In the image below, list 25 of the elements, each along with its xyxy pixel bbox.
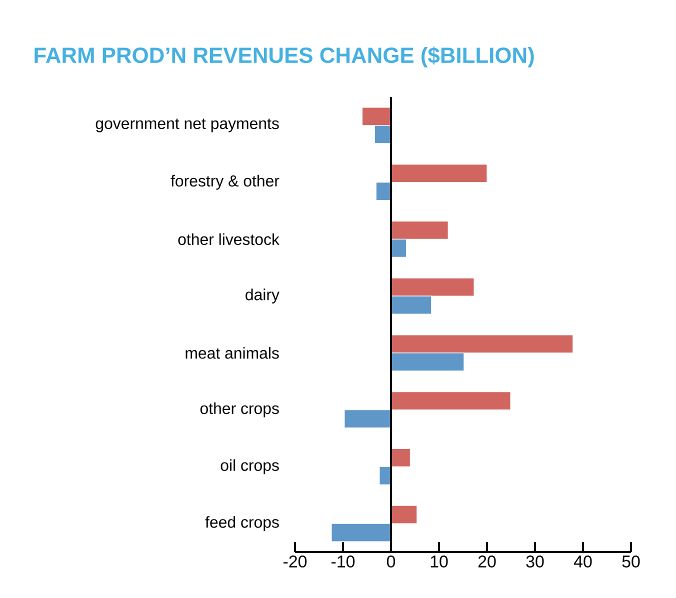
y-tick-label: other livestock: [178, 233, 280, 246]
x-tick-label: -20: [284, 556, 307, 568]
bar: [376, 182, 392, 201]
x-tick-label: 0: [386, 556, 396, 568]
x-tick-label: 30: [526, 556, 544, 568]
bar: [390, 164, 488, 183]
x-tick-label: 20: [478, 556, 496, 568]
bar: [344, 409, 392, 428]
y-tick-label: forestry & other: [170, 174, 280, 190]
y-tick-label: dairy: [246, 288, 280, 304]
x-tick-label: 10: [430, 556, 448, 568]
y-tick-label: government net payments: [96, 118, 279, 132]
bar: [390, 391, 511, 410]
y-tick-label: other crops: [200, 402, 279, 418]
y-tick-label: feed crops: [205, 516, 279, 531]
x-tick-label: -10: [332, 556, 355, 568]
y-tick-label: meat animals: [186, 347, 279, 359]
y-tick-label: oil crops: [220, 459, 279, 474]
x-tick-label: 40: [574, 556, 592, 568]
bar: [331, 523, 392, 542]
bar: [390, 505, 418, 524]
x-tick-label: 50: [622, 556, 640, 568]
chart-title: FARM PROD’N REVENUES CHANGE ($BILLION): [34, 46, 534, 68]
bar: [390, 448, 411, 467]
bar: [379, 466, 392, 485]
